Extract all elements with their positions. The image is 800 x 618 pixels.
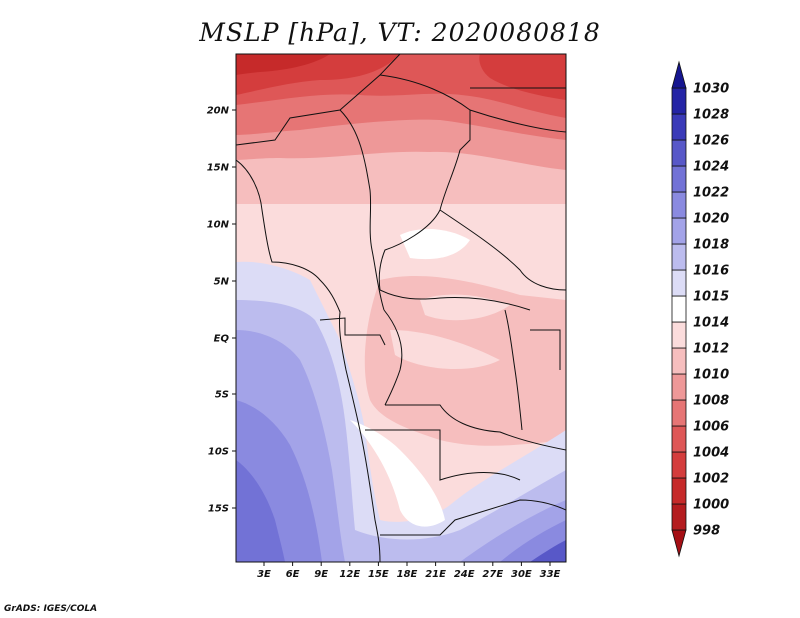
colorbar-label: 1026 bbox=[693, 134, 729, 149]
lon-label: 33E bbox=[540, 569, 561, 580]
colorbar-label: 998 bbox=[693, 524, 720, 539]
lon-label: 18E bbox=[397, 569, 418, 580]
pressure-field bbox=[236, 54, 566, 562]
colorbar-label: 1016 bbox=[693, 264, 729, 279]
colorbar-segment bbox=[671, 191, 687, 219]
lon-label: 9E bbox=[314, 569, 328, 580]
longitude-labels: 3E 6E 9E 12E 15E 18E 21E 24E 27E 30E 33E bbox=[257, 562, 561, 580]
colorbar-segment bbox=[671, 60, 687, 89]
lat-label: 5S bbox=[215, 390, 229, 401]
colorbar-label: 1004 bbox=[693, 446, 729, 461]
colorbar-label: 1022 bbox=[693, 186, 729, 201]
colorbar-segment bbox=[671, 165, 687, 193]
lat-label: 10S bbox=[208, 447, 229, 458]
map-frame bbox=[235, 53, 567, 563]
lon-label: 6E bbox=[286, 569, 300, 580]
grads-credit: GrADS: IGES/COLA bbox=[4, 604, 98, 614]
colorbar-segment bbox=[671, 399, 687, 427]
lat-label: 15N bbox=[207, 163, 230, 174]
colorbar-label: 1012 bbox=[693, 342, 729, 357]
lon-label: 27E bbox=[482, 569, 503, 580]
lon-label: 21E bbox=[425, 569, 446, 580]
colorbar-label: 1015 bbox=[693, 290, 729, 305]
colorbar-segment bbox=[671, 321, 687, 349]
colorbar-segment bbox=[671, 529, 687, 558]
colorbar-label: 1028 bbox=[693, 108, 729, 123]
colorbar-segment bbox=[671, 477, 687, 505]
lat-label: 15S bbox=[208, 504, 229, 515]
colorbar-segment bbox=[671, 425, 687, 453]
colorbar-segment bbox=[671, 451, 687, 479]
lat-label: 20N bbox=[207, 106, 230, 117]
lon-label: 15E bbox=[368, 569, 389, 580]
colorbar-segment bbox=[671, 373, 687, 401]
colorbar-segment bbox=[671, 347, 687, 375]
colorbar-segment bbox=[671, 87, 687, 115]
colorbar-label: 1030 bbox=[693, 82, 729, 97]
colorbar-segment bbox=[671, 503, 687, 531]
colorbar-label: 1024 bbox=[693, 160, 729, 175]
colorbar-label: 1014 bbox=[693, 316, 729, 331]
lon-label: 30E bbox=[511, 569, 532, 580]
colorbar-segment bbox=[671, 217, 687, 245]
country-borders bbox=[236, 54, 566, 562]
colorbar-segment bbox=[671, 269, 687, 297]
colorbar-label: 1002 bbox=[693, 472, 729, 487]
lat-label: EQ bbox=[214, 334, 230, 345]
lon-label: 12E bbox=[339, 569, 360, 580]
latitude-labels: 20N 15N 10N 5N EQ 5S 10S 15S bbox=[207, 106, 236, 515]
colorbar-label: 1018 bbox=[693, 238, 729, 253]
map-title: MSLP [hPa], VT: 2020080818 bbox=[199, 18, 601, 47]
lon-label: 3E bbox=[257, 569, 271, 580]
lon-label: 24E bbox=[454, 569, 475, 580]
colorbar-segment bbox=[671, 295, 687, 323]
colorbar-label: 1010 bbox=[693, 368, 729, 383]
lat-label: 10N bbox=[207, 220, 230, 231]
colorbar-label: 1008 bbox=[693, 394, 729, 409]
colorbar-segment bbox=[671, 243, 687, 271]
colorbar-segment bbox=[671, 113, 687, 141]
colorbar: 998 1000 1002 1004 1006 1008 1010 1012 1014 1015 1… bbox=[671, 60, 729, 558]
colorbar-segment bbox=[671, 139, 687, 167]
colorbar-label: 1000 bbox=[693, 498, 729, 513]
lat-label: 5N bbox=[214, 277, 230, 288]
colorbar-label: 1020 bbox=[693, 212, 729, 227]
colorbar-label: 1006 bbox=[693, 420, 729, 435]
